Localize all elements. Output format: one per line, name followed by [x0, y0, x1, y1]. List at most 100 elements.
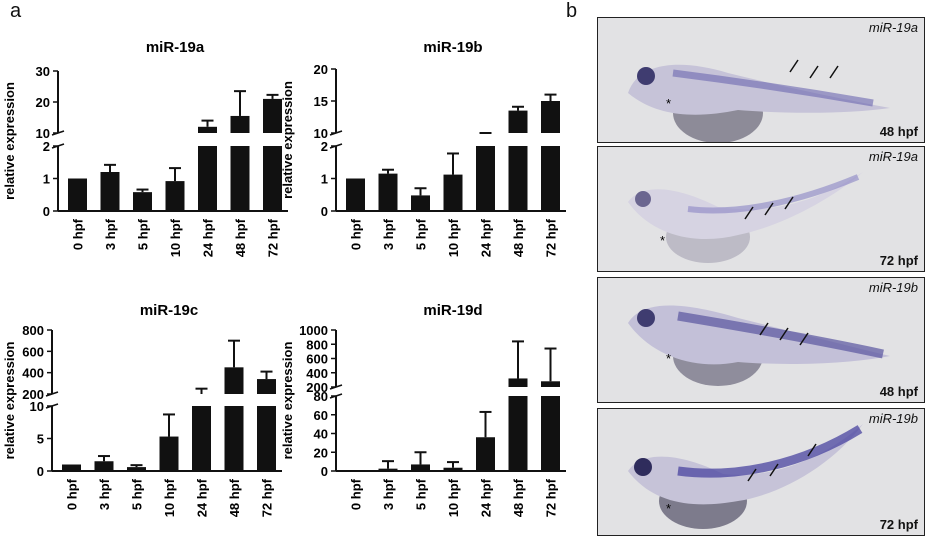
chart-title: miR-19d — [423, 302, 482, 319]
bar — [127, 467, 146, 471]
x-tick-label: 24 hpf — [201, 218, 216, 257]
bar — [257, 406, 276, 471]
image-probe-label: miR-19b — [868, 411, 918, 426]
bar — [62, 464, 81, 471]
y-axis-label: relative expression — [280, 81, 295, 199]
bar — [159, 436, 179, 471]
bar — [192, 406, 211, 471]
image-stage-label: 72 hpf — [879, 517, 918, 532]
y-tick-label: 0 — [43, 204, 50, 219]
x-tick-label: 3 hpf — [381, 218, 396, 250]
bar — [541, 101, 560, 133]
bar — [224, 367, 244, 394]
y-tick-label: 30 — [36, 64, 50, 79]
y-axis-label: relative expression — [2, 82, 17, 200]
y-tick-label: 10 — [30, 399, 44, 414]
y-tick-label: 0 — [321, 464, 328, 479]
bar — [378, 468, 398, 471]
y-tick-label: 20 — [314, 445, 328, 460]
bar — [476, 437, 495, 471]
x-tick-label: 48 hpf — [227, 478, 242, 517]
bar — [230, 146, 250, 211]
x-tick-label: 0 hpf — [349, 478, 364, 510]
bar — [68, 178, 87, 211]
fish-image-2: * miR-19a 72 hpf — [597, 146, 925, 272]
y-axis-label: relative expression — [280, 342, 295, 460]
panel-label-b: b — [566, 0, 578, 22]
svg-text:*: * — [666, 501, 671, 516]
embryo-illustration: * — [628, 305, 890, 386]
x-tick-label: 3 hpf — [103, 218, 118, 250]
bar — [476, 146, 495, 211]
x-tick-label: 5 hpf — [414, 478, 429, 510]
x-tick-label: 24 hpf — [479, 478, 494, 517]
y-tick-label: 200 — [306, 380, 328, 395]
x-tick-label: 48 hpf — [511, 218, 526, 257]
y-tick-label: 0 — [321, 204, 328, 219]
x-tick-label: 10 hpf — [446, 478, 461, 517]
x-tick-label: 0 hpf — [71, 218, 86, 250]
bar — [508, 396, 528, 471]
svg-text:*: * — [666, 351, 671, 366]
y-tick-label: 1 — [321, 172, 328, 187]
y-tick-label: 20 — [314, 62, 328, 77]
x-tick-label: 10 hpf — [168, 218, 183, 257]
bar — [508, 110, 528, 133]
x-tick-label: 3 hpf — [97, 478, 112, 510]
bar — [198, 146, 217, 211]
bar — [94, 461, 114, 471]
y-tick-label: 10 — [36, 126, 50, 141]
bar — [411, 195, 430, 211]
x-tick-label: 48 hpf — [511, 478, 526, 517]
x-tick-label: 0 hpf — [65, 478, 80, 510]
image-stage-label: 72 hpf — [879, 253, 918, 268]
x-tick-label: 72 hpf — [544, 218, 559, 257]
bar — [263, 98, 282, 133]
y-tick-label: 20 — [36, 95, 50, 110]
y-tick-label: 1 — [43, 172, 50, 187]
bar — [443, 174, 463, 211]
x-tick-label: 3 hpf — [381, 478, 396, 510]
y-tick-label: 1000 — [299, 323, 328, 338]
chart-title: miR-19b — [423, 39, 482, 56]
x-tick-label: 10 hpf — [162, 478, 177, 517]
x-tick-label: 72 hpf — [544, 478, 559, 517]
image-stage-label: 48 hpf — [879, 384, 918, 399]
chart-title: miR-19a — [146, 39, 205, 56]
svg-text:*: * — [666, 96, 671, 111]
x-tick-label: 5 hpf — [130, 478, 145, 510]
svg-text:*: * — [660, 233, 665, 248]
bar — [133, 192, 152, 211]
bar — [508, 146, 528, 211]
bar — [230, 115, 250, 133]
bar — [541, 396, 560, 471]
y-tick-label: 400 — [306, 366, 328, 381]
bar — [411, 464, 430, 471]
y-tick-label: 800 — [22, 323, 44, 338]
x-tick-label: 72 hpf — [260, 478, 275, 517]
fish-image-3: * miR-19b 48 hpf — [597, 277, 925, 403]
x-tick-label: 24 hpf — [195, 478, 210, 517]
x-tick-label: 72 hpf — [266, 218, 281, 257]
image-probe-label: miR-19a — [868, 20, 918, 35]
y-tick-label: 600 — [306, 352, 328, 367]
panel-label-a: a — [10, 0, 22, 22]
x-tick-label: 24 hpf — [479, 218, 494, 257]
y-tick-label: 600 — [22, 344, 44, 359]
y-tick-label: 10 — [314, 126, 328, 141]
y-tick-label: 400 — [22, 366, 44, 381]
bar — [541, 146, 560, 211]
embryo-illustration: * — [628, 59, 890, 142]
fish-image-4: * miR-19b 72 hpf — [597, 408, 925, 536]
y-tick-label: 800 — [306, 337, 328, 352]
bar — [263, 146, 282, 211]
image-stage-label: 48 hpf — [879, 124, 918, 139]
embryo-illustration: * — [628, 172, 863, 263]
y-axis-label: relative expression — [2, 342, 17, 460]
x-tick-label: 5 hpf — [136, 218, 151, 250]
y-tick-label: 5 — [37, 432, 44, 447]
x-tick-label: 10 hpf — [446, 218, 461, 257]
y-tick-label: 2 — [43, 139, 50, 154]
bar — [541, 381, 560, 387]
y-tick-label: 80 — [314, 389, 328, 404]
